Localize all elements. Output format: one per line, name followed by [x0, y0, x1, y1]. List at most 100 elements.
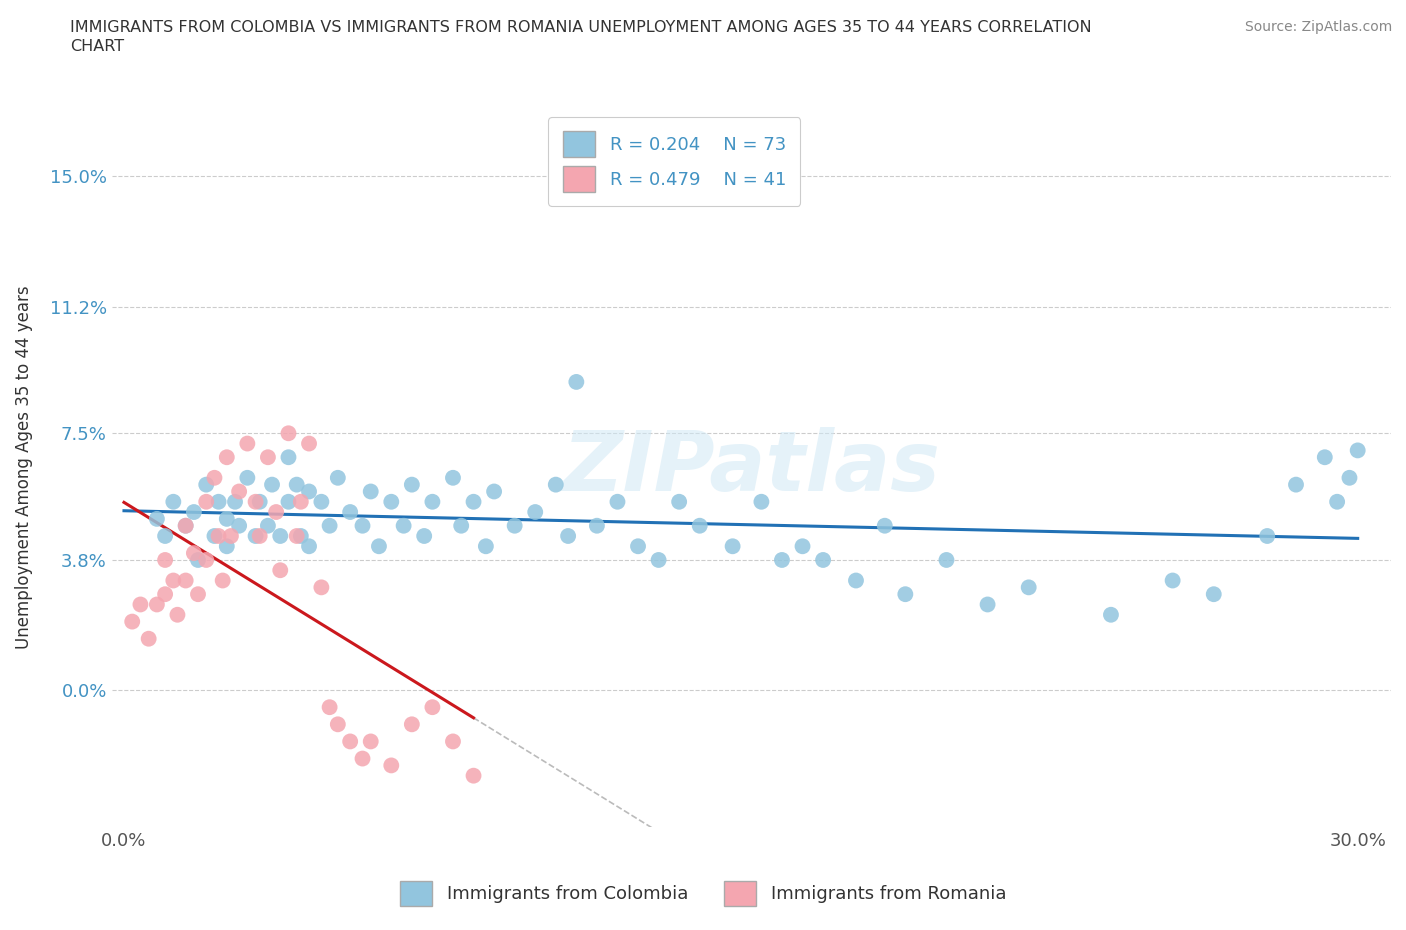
- Point: [441, 471, 464, 485]
- Point: [204, 471, 226, 485]
- Point: [565, 375, 588, 390]
- Point: [627, 538, 650, 553]
- Point: [339, 734, 361, 749]
- Point: [1099, 607, 1122, 622]
- Point: [269, 563, 291, 578]
- Point: [207, 528, 229, 543]
- Point: [721, 538, 744, 553]
- Point: [586, 518, 609, 533]
- Text: IMMIGRANTS FROM COLOMBIA VS IMMIGRANTS FROM ROMANIA UNEMPLOYMENT AMONG AGES 35 T: IMMIGRANTS FROM COLOMBIA VS IMMIGRANTS F…: [70, 20, 1092, 35]
- Point: [224, 495, 246, 510]
- Point: [187, 587, 209, 602]
- Point: [207, 495, 229, 510]
- Point: [1347, 443, 1369, 458]
- Point: [544, 477, 567, 492]
- Point: [146, 597, 169, 612]
- Point: [770, 552, 793, 567]
- Legend: R = 0.204    N = 73, R = 0.479    N = 41: R = 0.204 N = 73, R = 0.479 N = 41: [548, 117, 800, 206]
- Point: [318, 699, 340, 714]
- Point: [811, 552, 834, 567]
- Point: [166, 607, 188, 622]
- Point: [269, 528, 291, 543]
- Point: [264, 505, 287, 520]
- Point: [245, 495, 267, 510]
- Point: [380, 495, 402, 510]
- Point: [463, 768, 485, 783]
- Point: [1339, 471, 1361, 485]
- Point: [174, 518, 197, 533]
- Point: [368, 538, 391, 553]
- Point: [1285, 477, 1308, 492]
- Point: [326, 471, 349, 485]
- Point: [129, 597, 152, 612]
- Point: [360, 734, 382, 749]
- Point: [153, 528, 176, 543]
- Point: [450, 518, 472, 533]
- Point: [183, 505, 205, 520]
- Point: [873, 518, 896, 533]
- Point: [290, 528, 312, 543]
- Point: [339, 505, 361, 520]
- Point: [121, 614, 143, 629]
- Point: [1161, 573, 1184, 588]
- Point: [290, 495, 312, 510]
- Point: [228, 484, 250, 498]
- Point: [647, 552, 669, 567]
- Point: [153, 552, 176, 567]
- Point: [380, 758, 402, 773]
- Point: [311, 495, 333, 510]
- Point: [215, 450, 238, 465]
- Point: [245, 528, 267, 543]
- Point: [524, 505, 547, 520]
- Point: [146, 512, 169, 526]
- Text: ZIPatlas: ZIPatlas: [562, 427, 941, 508]
- Point: [285, 528, 308, 543]
- Point: [1326, 495, 1348, 510]
- Point: [401, 477, 423, 492]
- Point: [195, 495, 218, 510]
- Point: [174, 573, 197, 588]
- Point: [976, 597, 998, 612]
- Point: [162, 495, 184, 510]
- Point: [326, 717, 349, 732]
- Point: [162, 573, 184, 588]
- Point: [1313, 450, 1336, 465]
- Point: [392, 518, 415, 533]
- Point: [195, 552, 218, 567]
- Point: [668, 495, 690, 510]
- Point: [236, 471, 259, 485]
- Point: [277, 426, 299, 441]
- Point: [249, 528, 271, 543]
- Text: Source: ZipAtlas.com: Source: ZipAtlas.com: [1244, 20, 1392, 34]
- Point: [277, 495, 299, 510]
- Point: [318, 518, 340, 533]
- Point: [401, 717, 423, 732]
- Point: [215, 512, 238, 526]
- Point: [935, 552, 957, 567]
- Point: [174, 518, 197, 533]
- Point: [311, 580, 333, 595]
- Point: [441, 734, 464, 749]
- Point: [195, 477, 218, 492]
- Point: [298, 484, 321, 498]
- Point: [792, 538, 814, 553]
- Point: [183, 546, 205, 561]
- Point: [257, 518, 280, 533]
- Point: [557, 528, 579, 543]
- Point: [215, 538, 238, 553]
- Point: [260, 477, 283, 492]
- Point: [352, 518, 374, 533]
- Legend: Immigrants from Colombia, Immigrants from Romania: Immigrants from Colombia, Immigrants fro…: [392, 873, 1014, 913]
- Point: [503, 518, 526, 533]
- Point: [257, 450, 280, 465]
- Point: [422, 495, 444, 510]
- Point: [606, 495, 628, 510]
- Point: [236, 436, 259, 451]
- Point: [352, 751, 374, 766]
- Point: [422, 699, 444, 714]
- Point: [751, 495, 773, 510]
- Point: [845, 573, 868, 588]
- Point: [277, 450, 299, 465]
- Point: [298, 538, 321, 553]
- Point: [894, 587, 917, 602]
